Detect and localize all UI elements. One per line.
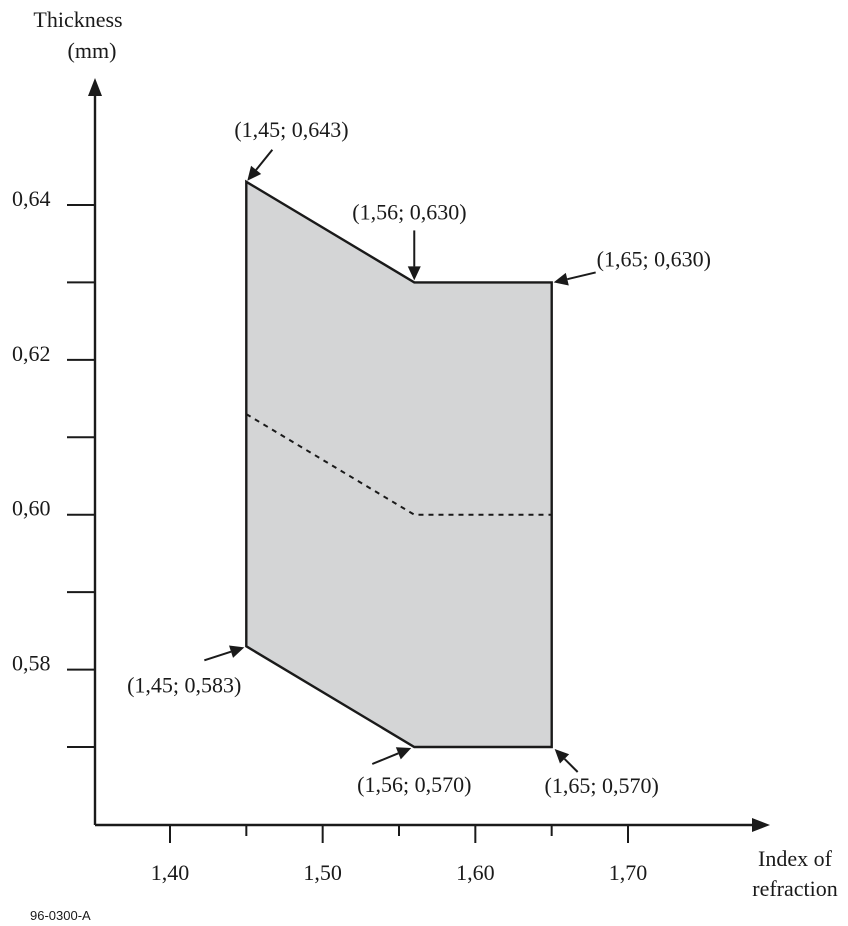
y-tick-label: 0,58 <box>12 651 51 676</box>
annotation-pointer <box>371 752 399 765</box>
y-tick-label: 0,62 <box>12 341 51 366</box>
annotation-label: (1,65; 0,570) <box>545 773 659 798</box>
annotation-arrowhead <box>553 272 569 286</box>
annotation-pointer <box>204 650 232 662</box>
x-tick-label: 1,40 <box>151 860 190 885</box>
x-tick-label: 1,70 <box>609 860 648 885</box>
annotations-layer: (1,45; 0,643) (1,56; 0,630) (1,65; 0,630) (… <box>127 117 711 798</box>
axes-layer: 1,40 1,50 1,60 1,70 0,58 0,60 0,62 0,64 <box>12 78 770 885</box>
annotation-label: (1,45; 0,643) <box>234 117 348 142</box>
annotation-label: (1,56; 0,630) <box>352 199 466 224</box>
y-axis-arrowhead <box>88 78 102 96</box>
annotation-arrowhead <box>229 645 245 658</box>
annotation-arrowhead <box>247 165 262 181</box>
annotation-arrowhead <box>395 747 412 760</box>
y-axis-label-line-1: Thickness <box>33 7 122 32</box>
annotation-pointer <box>255 149 274 171</box>
x-axis-arrowhead <box>752 818 770 832</box>
tolerance-region <box>245 179 553 749</box>
region-layer <box>245 179 553 749</box>
x-axis-label-line-1: Index of <box>758 846 833 871</box>
y-tick-label: 0,60 <box>12 496 51 521</box>
annotation-label: (1,45; 0,583) <box>127 672 241 697</box>
annotation-arrowhead <box>407 266 421 281</box>
figure-code: 96-0300-A <box>30 908 91 923</box>
annotation-pointer <box>563 758 579 773</box>
annotation-label: (1,65; 0,630) <box>597 246 711 271</box>
x-tick-label: 1,50 <box>303 860 342 885</box>
x-tick-label: 1,60 <box>456 860 495 885</box>
annotation-label: (1,56; 0,570) <box>357 772 471 797</box>
annotation-arrowhead <box>554 749 570 764</box>
x-axis-label-line-2: refraction <box>752 876 838 901</box>
y-tick-label: 0,64 <box>12 186 51 211</box>
y-axis-label-line-2: (mm) <box>68 38 117 63</box>
annotation-pointer <box>567 271 596 281</box>
